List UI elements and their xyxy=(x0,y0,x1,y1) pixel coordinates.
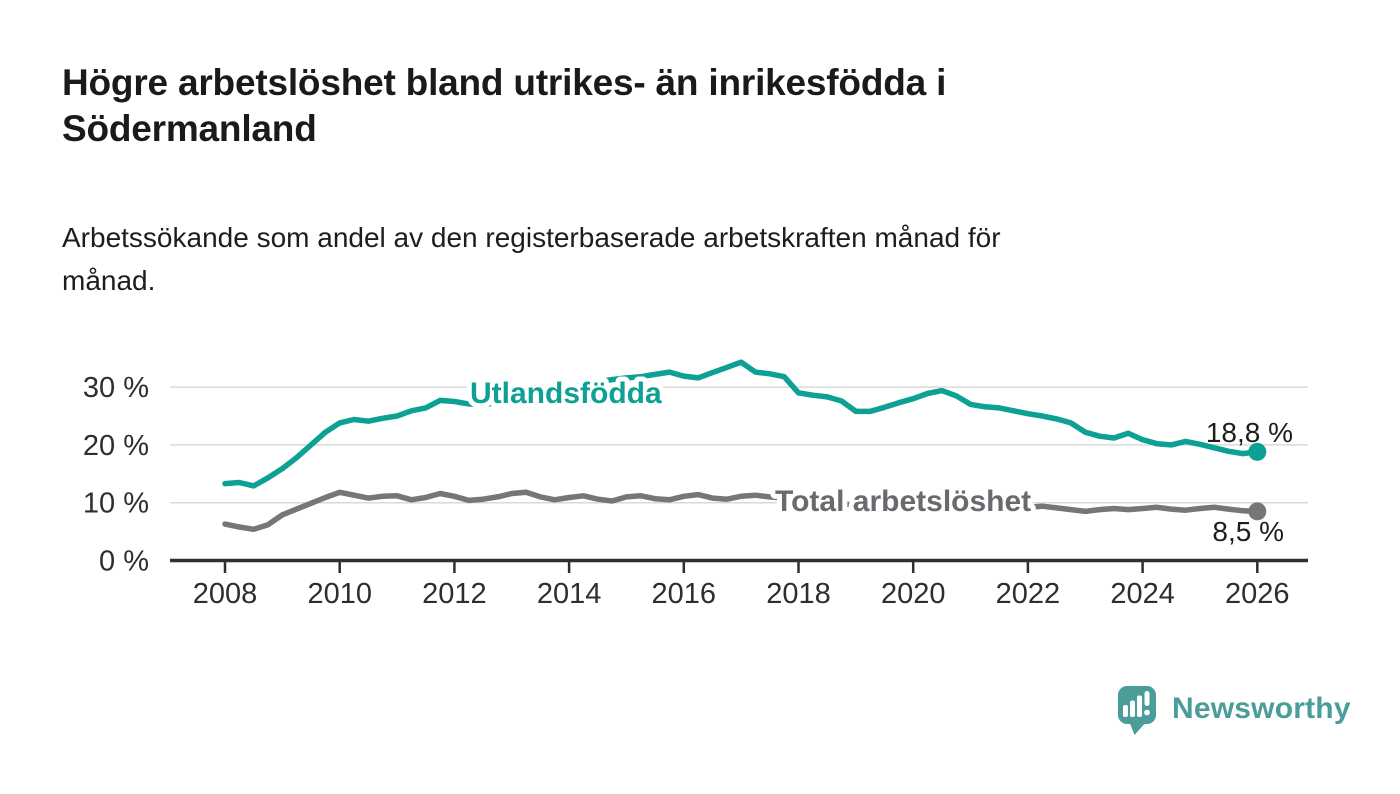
x-tick-label-2026: 2026 xyxy=(1225,578,1290,610)
y-axis-labels: 0 % 10 % 20 % 30 % xyxy=(83,372,149,577)
series-line-0 xyxy=(222,359,1261,489)
newsworthy-logo-icon xyxy=(1118,686,1156,735)
x-tick-label-2024: 2024 xyxy=(1110,578,1175,610)
newsworthy-logo-text: Newsworthy xyxy=(1172,692,1351,725)
logo-bubble-tail xyxy=(1129,721,1147,735)
logo-exclamation-bar xyxy=(1144,691,1150,706)
chart-title-line-2: Södermanland xyxy=(62,108,317,149)
x-tick-label-2012: 2012 xyxy=(422,578,487,610)
x-axis: 2008 2010 2012 2014 2016 2018 2020 2022 2024 2026 xyxy=(170,558,1308,610)
x-tick-label-2020: 2020 xyxy=(881,578,946,610)
total-arbetsloshet-series-label: Total arbetslöshet xyxy=(775,485,1031,518)
y-tick-label-0: 0 % xyxy=(99,546,149,578)
series-lines xyxy=(222,359,1261,533)
chart-subtitle: Arbetssökande som andel av den registerb… xyxy=(62,216,1001,302)
x-tick-label-2018: 2018 xyxy=(766,578,831,610)
series-line-1 xyxy=(222,489,1261,533)
logo-exclamation-dot xyxy=(1144,709,1150,716)
y-tick-label-20: 20 % xyxy=(83,430,149,462)
chart-title: Högre arbetslöshet bland utrikes- än inr… xyxy=(62,60,946,152)
x-tick-label-2008: 2008 xyxy=(193,578,258,610)
x-tick-label-2022: 2022 xyxy=(996,578,1061,610)
utlandsfodda-series-label-halo: Utlandsfödda xyxy=(470,377,662,410)
series-end-dot-0 xyxy=(1248,442,1267,461)
total-arbetsloshet-series-label-halo: Total arbetslöshet xyxy=(775,485,1031,518)
chart-subtitle-line-1: Arbetssökande som andel av den registerb… xyxy=(62,222,1001,253)
x-tick-label-2014: 2014 xyxy=(537,578,602,610)
series-end-dots xyxy=(1248,442,1267,521)
total-end-value-label: 8,5 % xyxy=(1212,516,1284,547)
y-tick-label-10: 10 % xyxy=(83,488,149,520)
chart-subtitle-line-2: månad. xyxy=(62,265,156,296)
logo-barchart-icon xyxy=(1123,691,1150,717)
newsworthy-logo: Newsworthy xyxy=(1116,684,1351,738)
series-end-dot-1 xyxy=(1248,502,1267,521)
y-tick-label-30: 30 % xyxy=(83,372,149,404)
x-tick-label-2010: 2010 xyxy=(307,578,372,610)
chart-labels: Utlandsfödda Utlandsfödda Total arbetslö… xyxy=(465,372,1293,547)
gridlines xyxy=(170,386,1308,504)
utlandsfodda-end-value-label: 18,8 % xyxy=(1206,417,1293,448)
chart-title-line-1: Högre arbetslöshet bland utrikes- än inr… xyxy=(62,62,947,103)
utlandsfodda-series-label: Utlandsfödda xyxy=(470,377,662,410)
x-tick-label-2016: 2016 xyxy=(652,578,717,610)
